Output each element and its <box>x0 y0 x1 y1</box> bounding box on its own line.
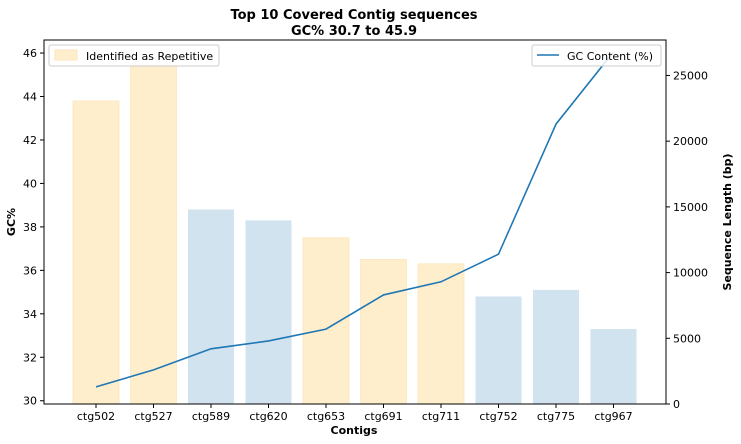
legend-repetitive-label: Identified as Repetitive <box>86 50 213 63</box>
legend-repetitive: Identified as Repetitive <box>48 44 220 67</box>
legend-gc-frame <box>531 44 662 67</box>
legend-gc-label: GC Content (%) <box>567 50 653 63</box>
chart-subtitle: GC% 30.7 to 45.9 <box>291 24 417 39</box>
legend-repetitive-frame <box>48 44 220 67</box>
series-line-gc-content <box>95 51 615 388</box>
y-left-tick-label: 40 <box>23 177 37 190</box>
y-right-tick-label: 15000 <box>673 201 708 214</box>
y-left-tick-label: 42 <box>23 134 37 147</box>
y-right-tick-label: 5000 <box>673 332 701 345</box>
x-axis-title: Contigs <box>331 424 378 437</box>
plot-frame <box>43 39 667 405</box>
bars-layer <box>72 63 637 405</box>
y-left-tick-label: 34 <box>23 308 37 321</box>
x-tick-label: ctg653 <box>307 410 345 423</box>
y-left-tick-label: 32 <box>23 351 37 364</box>
y-right-tick-label: 25000 <box>673 69 708 82</box>
x-tick-label: ctg620 <box>249 410 287 423</box>
y-left-tick-label: 46 <box>23 47 37 60</box>
x-tick-label: ctg691 <box>364 410 402 423</box>
bar-ctg527 <box>130 63 177 405</box>
x-tick-label: ctg589 <box>192 410 230 423</box>
y-left-tick-label: 44 <box>23 91 37 104</box>
y-axis-right-title: Sequence Length (bp) <box>721 153 734 290</box>
y-right-tick-label: 20000 <box>673 135 708 148</box>
y-left-tick-label: 30 <box>23 395 37 408</box>
x-tick-label: ctg775 <box>537 410 575 423</box>
x-tick-label: ctg967 <box>594 410 632 423</box>
y-right-tick-label: 0 <box>673 398 680 411</box>
bar-ctg752 <box>475 296 522 404</box>
y-right-tick-label: 10000 <box>673 267 708 280</box>
y-left-tick-label: 38 <box>23 221 37 234</box>
ticks-layer: ctg502 ctg527 ctg589 ctg620 ctg653 ctg691 ctg7… <box>23 47 708 423</box>
bar-ctg589 <box>188 209 234 404</box>
y-axis-left-title: GC% <box>5 208 18 236</box>
bar-ctg502 <box>72 100 120 405</box>
legend-repetitive-swatch <box>54 49 78 61</box>
x-tick-label: ctg502 <box>77 410 115 423</box>
chart-title: Top 10 Covered Contig sequences <box>230 8 477 23</box>
bar-ctg691 <box>360 259 407 405</box>
y-left-tick-label: 36 <box>23 264 37 277</box>
bar-ctg653 <box>302 237 350 405</box>
x-tick-label: ctg527 <box>134 410 172 423</box>
bar-ctg620 <box>245 220 292 404</box>
x-tick-label: ctg752 <box>479 410 517 423</box>
bar-ctg775 <box>533 289 579 404</box>
bar-ctg967 <box>590 329 637 404</box>
x-tick-label: ctg711 <box>422 410 460 423</box>
legend-gc-content: GC Content (%) <box>531 44 662 67</box>
bar-ctg711 <box>417 263 465 405</box>
